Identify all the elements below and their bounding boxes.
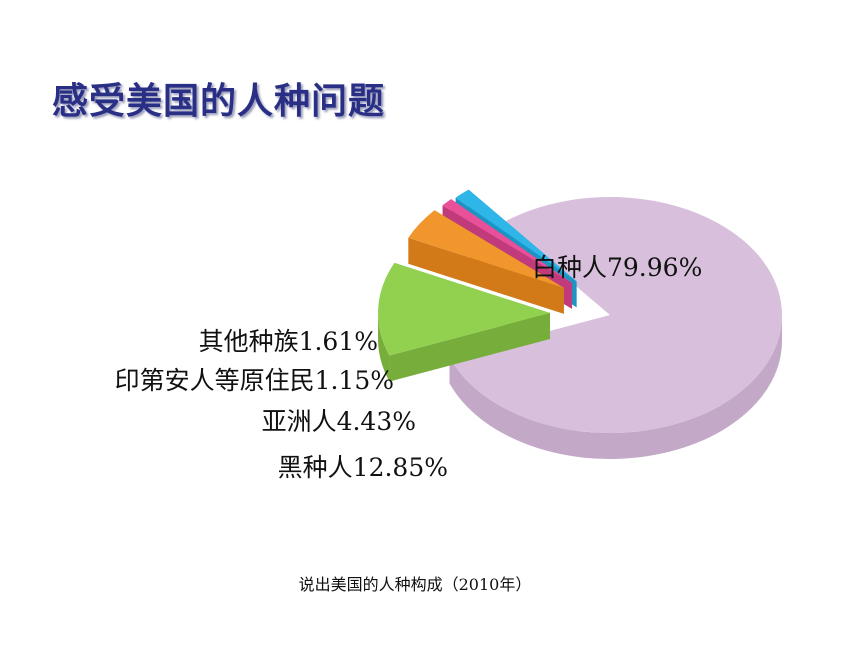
label-asian: 亚洲人4.43% [262, 407, 416, 436]
label-white: 白种人79.96% [532, 253, 702, 282]
slice-asian [408, 210, 564, 314]
label-native: 印第安人等原住民1.15% [115, 366, 394, 395]
slice-black [378, 262, 551, 382]
chart-caption: 说出美国的人种构成（2010年） [298, 575, 532, 594]
slide-title: 感受美国的人种问题 [52, 81, 386, 122]
label-other: 其他种族1.61% [199, 327, 378, 356]
slice-white [449, 197, 783, 460]
label-black: 黑种人12.85% [278, 453, 448, 482]
